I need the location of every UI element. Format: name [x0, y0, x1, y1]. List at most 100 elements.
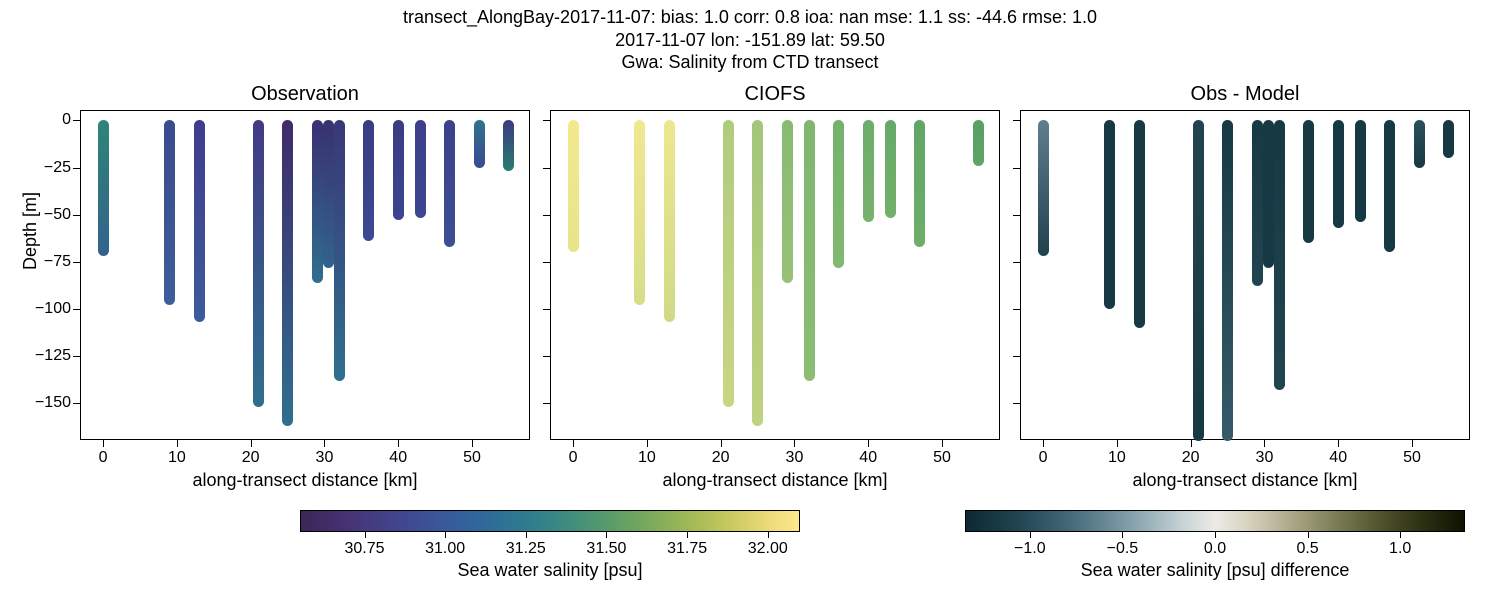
ytick-label: −100	[35, 300, 71, 318]
profile-bar	[1038, 120, 1049, 256]
xtick-label: 50	[933, 449, 951, 467]
profile-bar	[415, 120, 426, 218]
profile-bar	[723, 120, 734, 407]
ytick	[543, 215, 551, 216]
colorbar-tick-label: 30.75	[344, 540, 384, 558]
profile-bar	[752, 120, 763, 425]
xtick	[647, 439, 648, 447]
ytick	[73, 262, 81, 263]
profile-bar	[1274, 120, 1285, 390]
xtick-label: 20	[242, 449, 260, 467]
colorbar-tick	[1215, 532, 1216, 538]
profile-bar	[634, 120, 645, 305]
xtick	[177, 439, 178, 447]
colorbar-tick-label: 31.75	[667, 540, 707, 558]
profile-bar	[503, 120, 514, 171]
ytick	[73, 309, 81, 310]
ytick-label: 0	[62, 111, 71, 129]
profile-bar	[863, 120, 874, 222]
profile-bar	[1104, 120, 1115, 309]
profile-bar	[1263, 120, 1274, 267]
xtick	[942, 439, 943, 447]
xtick-label: 40	[1329, 449, 1347, 467]
ytick	[543, 356, 551, 357]
ytick	[73, 215, 81, 216]
profile-bar	[253, 120, 264, 407]
ytick-label: −75	[44, 253, 71, 271]
xtick	[472, 439, 473, 447]
colorbar-tick-label: 0.5	[1296, 540, 1318, 558]
xtick-label: 10	[638, 449, 656, 467]
profile-bar	[312, 120, 323, 282]
profile-bar	[323, 120, 334, 267]
colorbar-tick	[1400, 532, 1401, 538]
profile-bar	[444, 120, 455, 246]
ytick	[73, 356, 81, 357]
xtick	[1117, 439, 1118, 447]
xtick	[103, 439, 104, 447]
profile-bar	[393, 120, 404, 220]
ytick-label: −50	[44, 206, 71, 224]
xtick	[251, 439, 252, 447]
xtick-label: 40	[859, 449, 877, 467]
colorbar-tick	[687, 532, 688, 538]
xtick	[1264, 439, 1265, 447]
panel-title: Obs - Model	[1021, 83, 1469, 106]
panel-title: CIOFS	[551, 83, 999, 106]
colorbar-gradient	[300, 510, 800, 532]
profile-bar	[885, 120, 896, 218]
panels-row: Observation0−25−50−75−100−125−1500102030…	[80, 110, 1480, 440]
y-axis-label: Depth [m]	[20, 192, 41, 270]
ytick	[1013, 168, 1021, 169]
xtick-label: 30	[786, 449, 804, 467]
ytick	[1013, 262, 1021, 263]
title-line-2: 2017-11-07 lon: -151.89 lat: 59.50	[0, 29, 1500, 52]
profile-bar	[1333, 120, 1344, 227]
ytick	[73, 120, 81, 121]
profile-bar	[914, 120, 925, 246]
xtick-label: 40	[389, 449, 407, 467]
xtick-label: 50	[1403, 449, 1421, 467]
ytick	[543, 403, 551, 404]
colorbar-title: Sea water salinity [psu]	[300, 560, 800, 581]
panel-title: Observation	[81, 83, 529, 106]
ytick-label: −25	[44, 159, 71, 177]
xtick-label: 50	[463, 449, 481, 467]
xtick-label: 20	[1182, 449, 1200, 467]
profile-bar	[1303, 120, 1314, 243]
profile-bar	[1134, 120, 1145, 327]
ytick	[1013, 403, 1021, 404]
colorbar-tick	[445, 532, 446, 538]
colorbar-tick-label: 1.0	[1389, 540, 1411, 558]
xtick	[324, 439, 325, 447]
panel-observation: Observation0−25−50−75−100−125−1500102030…	[80, 110, 530, 440]
profile-bar	[804, 120, 815, 380]
xtick-label: 20	[712, 449, 730, 467]
colorbar-tick-label: 31.25	[506, 540, 546, 558]
profile-bar	[782, 120, 793, 282]
profile-bar	[363, 120, 374, 241]
colorbar-tick-label: −0.5	[1107, 540, 1139, 558]
ytick	[1013, 309, 1021, 310]
profile-bar	[1252, 120, 1263, 286]
ytick	[73, 403, 81, 404]
profile-bar	[1384, 120, 1395, 252]
profile-bar	[833, 120, 844, 267]
colorbar-tick-label: 31.50	[586, 540, 626, 558]
panel-obs-model: Obs - Model01020304050along-transect dis…	[1020, 110, 1470, 440]
ytick-label: −125	[35, 347, 71, 365]
ytick-label: −150	[35, 394, 71, 412]
title-line-3: Gwa: Salinity from CTD transect	[0, 51, 1500, 74]
colorbar-tick-label: 31.00	[425, 540, 465, 558]
colorbar-tick	[606, 532, 607, 538]
colorbar-tick	[365, 532, 366, 538]
colorbar-tick	[768, 532, 769, 538]
colorbar-tick-label: −1.0	[1014, 540, 1046, 558]
colorbar-tick	[1030, 532, 1031, 538]
colorbar-tick-label: 0.0	[1204, 540, 1226, 558]
ytick	[1013, 120, 1021, 121]
profile-bar	[98, 120, 109, 256]
ytick	[73, 168, 81, 169]
xtick-label: 0	[569, 449, 578, 467]
colorbar-tick	[526, 532, 527, 538]
